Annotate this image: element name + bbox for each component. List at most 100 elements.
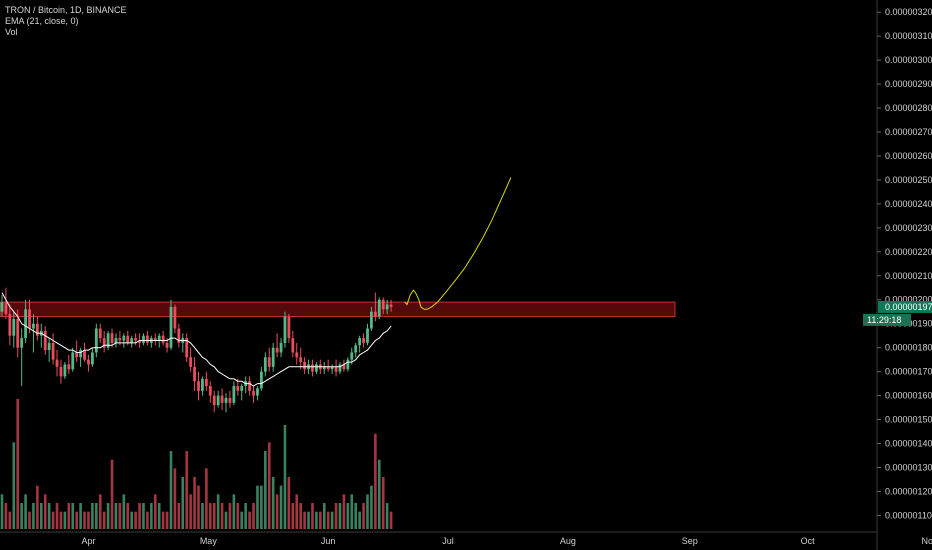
candle-body bbox=[98, 328, 102, 339]
candle-body bbox=[32, 323, 35, 329]
price-tick-label: 0.00000150 bbox=[885, 415, 932, 425]
volume-bar bbox=[377, 459, 381, 529]
candle-body bbox=[204, 378, 208, 387]
candle-body bbox=[83, 350, 86, 360]
candle-body bbox=[248, 381, 251, 391]
candle-body bbox=[110, 333, 114, 343]
candle-body bbox=[311, 364, 314, 372]
volume-bar bbox=[322, 503, 326, 529]
time-axis-label: Aug bbox=[560, 536, 576, 546]
candle-body bbox=[334, 366, 338, 372]
price-tick-label: 0.00000200 bbox=[885, 295, 932, 305]
volume-bar bbox=[43, 494, 47, 529]
candle-body bbox=[201, 378, 204, 391]
candle-body bbox=[389, 304, 393, 307]
price-tick-label: 0.00000230 bbox=[885, 223, 932, 233]
volume-indicator-label: Vol bbox=[5, 27, 18, 37]
candle-body bbox=[303, 362, 307, 370]
candle-body bbox=[350, 352, 354, 360]
candle-body bbox=[87, 359, 90, 365]
price-tick-label: 0.00000270 bbox=[885, 127, 932, 137]
volume-bar bbox=[138, 503, 141, 529]
candle-body bbox=[283, 316, 287, 343]
volume-bar bbox=[51, 511, 55, 529]
volume-bar bbox=[87, 511, 90, 529]
candle-body bbox=[256, 388, 259, 396]
volume-bar bbox=[299, 503, 302, 529]
volume-bar bbox=[98, 494, 102, 529]
candle-body bbox=[12, 318, 16, 336]
volume-bar bbox=[122, 494, 126, 529]
time-axis-label: Nov bbox=[921, 536, 932, 546]
projection-drawing bbox=[404, 177, 512, 310]
candle-body bbox=[326, 366, 330, 370]
volume-bar bbox=[36, 485, 39, 529]
candle-body bbox=[43, 330, 47, 351]
candle-body bbox=[366, 328, 369, 343]
time-axis-label: Jun bbox=[321, 536, 336, 546]
candle-body bbox=[330, 366, 334, 370]
candle-body bbox=[173, 306, 177, 329]
volume-bar bbox=[150, 503, 153, 529]
volume-bar bbox=[63, 511, 67, 529]
volume-bar bbox=[236, 503, 240, 529]
candle-body bbox=[169, 306, 173, 348]
volume-bar bbox=[319, 511, 322, 529]
volume-bar bbox=[287, 477, 291, 529]
volume-bar bbox=[389, 511, 393, 529]
candle-body bbox=[381, 299, 385, 310]
candle-body bbox=[55, 359, 59, 367]
chart-legend: TRON / Bitcoin, 1D, BINANCE EMA (21, clo… bbox=[5, 5, 127, 38]
price-tick-label: 0.00000240 bbox=[885, 199, 932, 209]
candle-body bbox=[94, 328, 98, 353]
candle-body bbox=[165, 342, 169, 348]
volume-bar bbox=[32, 503, 35, 529]
ema-indicator-label: EMA (21, close, 0) bbox=[5, 16, 79, 26]
candle-body bbox=[102, 338, 106, 348]
volume-bar bbox=[256, 485, 259, 529]
volume-bar bbox=[330, 511, 334, 529]
volume-bar bbox=[224, 511, 228, 529]
ema-line bbox=[1, 292, 392, 387]
candle-body bbox=[59, 366, 63, 377]
volume-bar bbox=[40, 503, 43, 529]
volume-bar bbox=[303, 511, 306, 529]
time-axis-label: Jul bbox=[442, 536, 454, 546]
volume-bar bbox=[47, 503, 51, 529]
volume-bar bbox=[354, 503, 357, 529]
candle-body bbox=[299, 357, 303, 363]
volume-bar bbox=[177, 503, 181, 529]
candle-body bbox=[216, 395, 220, 406]
volume-bar bbox=[232, 494, 236, 529]
volume-bar bbox=[264, 451, 267, 529]
price-tick-label: 0.00000220 bbox=[885, 247, 932, 257]
price-tick-label: 0.00000140 bbox=[885, 439, 932, 449]
price-tick-label: 0.00000120 bbox=[885, 486, 932, 496]
price-tick-label: 0.00000110 bbox=[885, 510, 932, 520]
candle-body bbox=[370, 311, 373, 329]
price-tick-label: 0.00000250 bbox=[885, 175, 932, 185]
volume-bar bbox=[169, 451, 173, 529]
volume-bar bbox=[185, 451, 189, 529]
volume-bar bbox=[248, 511, 251, 529]
candle-body bbox=[4, 302, 8, 315]
candle-body bbox=[377, 299, 381, 317]
price-tick-label: 0.00000210 bbox=[885, 271, 932, 281]
candle-body bbox=[90, 352, 94, 365]
current-price-badge bbox=[878, 300, 932, 313]
candle-body bbox=[63, 364, 67, 377]
candle-body bbox=[240, 386, 244, 391]
candle-body bbox=[106, 333, 110, 348]
candle-body bbox=[35, 323, 39, 336]
volume-bar bbox=[114, 503, 118, 529]
volume-bar bbox=[91, 503, 94, 529]
candle-body bbox=[71, 352, 75, 370]
candle-body bbox=[122, 335, 126, 341]
volume-bar bbox=[205, 468, 208, 529]
price-tick-label: 0.00000320 bbox=[885, 7, 932, 17]
time-axis-label: Sep bbox=[682, 536, 698, 546]
candle-body bbox=[252, 390, 255, 396]
volume-bar bbox=[201, 503, 204, 529]
candle-body bbox=[114, 338, 118, 343]
